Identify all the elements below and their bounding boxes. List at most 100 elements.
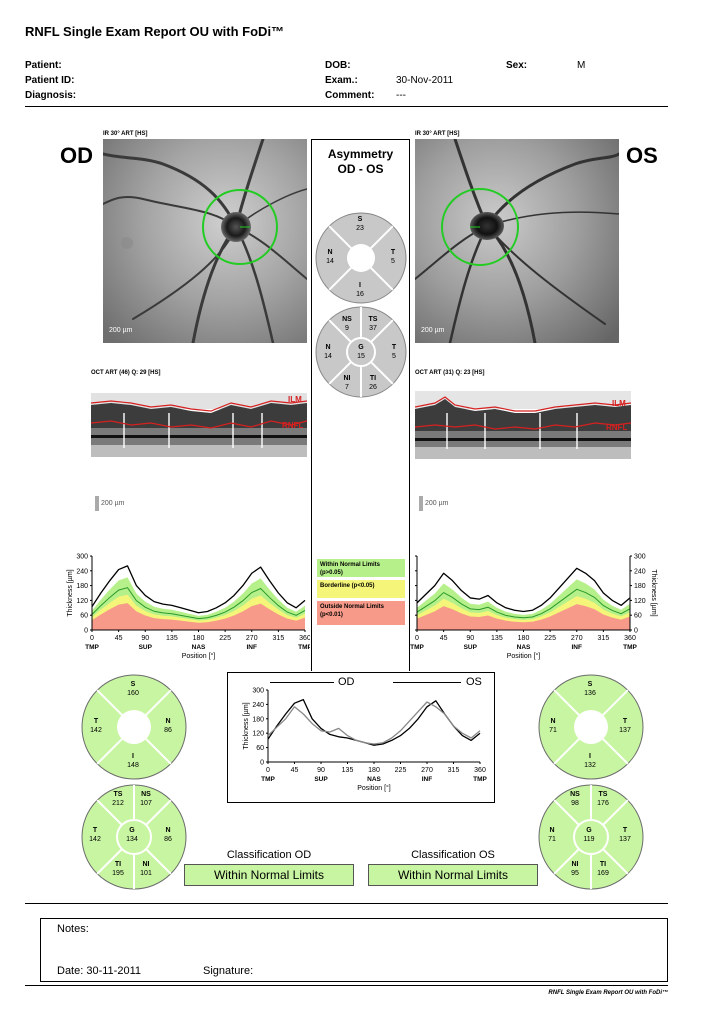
os-sector-t: T 137	[619, 718, 631, 734]
od-thickness-chart: 0 60 120 180 240 300 0 45 90 135 180 225 270 315 360 TM…	[67, 554, 310, 661]
x-axis-label: Position [°]	[357, 784, 391, 792]
os-oct-scale-label: 200 µm	[425, 500, 449, 507]
od-scale-label: 200 µm	[109, 327, 133, 334]
x-tick-label: 315	[448, 767, 460, 774]
comment-value: ---	[396, 90, 406, 101]
od-os-comparison-chart: 0 60 120 180 240 300 0 45 90 135 180 225 270 315 360 TM…	[243, 688, 488, 793]
os-sector-gt: T 137	[619, 827, 631, 843]
od-os-comparison-box	[227, 672, 495, 803]
y-tick-label: 0	[84, 628, 88, 635]
asym-i: I 16	[356, 282, 364, 298]
outside-band	[92, 603, 305, 630]
y-tick-label: 180	[252, 716, 264, 723]
x-tick-label: 270	[571, 635, 583, 642]
od-sector-chart-4	[81, 674, 187, 780]
normal-mean-line	[91, 587, 306, 620]
asym-ti: TI 26	[369, 375, 377, 391]
od-oct-label: OCT ART (46) Q: 29 [HS]	[91, 370, 161, 376]
od-sector-ns: NS 107	[140, 791, 152, 807]
region-label: TMP	[261, 776, 275, 783]
mini-os-line	[393, 682, 461, 683]
y-tick-label: 180	[76, 583, 88, 590]
asymmetry-title-line2: OD - OS	[337, 162, 384, 176]
x-tick-label: 135	[166, 635, 178, 642]
od-sector-ti: TI 195	[112, 861, 124, 877]
mini-od-line	[270, 682, 334, 683]
y-tick-label-right: 0	[634, 628, 638, 635]
os-sector-s: S 136	[584, 681, 596, 697]
x-tick-label: 180	[368, 767, 380, 774]
header-divider	[25, 106, 668, 107]
od-sector-i: I 148	[127, 753, 139, 769]
region-label: SUP	[314, 776, 328, 783]
notes-box[interactable]	[40, 918, 668, 982]
legend-outside-normal: Outside Normal Limits (p<0.01)	[317, 601, 405, 625]
x-tick-label: 360	[474, 767, 486, 774]
asym-ts: TS 37	[368, 316, 378, 332]
x-tick-label: 45	[440, 635, 448, 642]
os-sector-chart-g	[538, 784, 644, 890]
od-sector-gn: N 86	[164, 827, 172, 843]
x-tick-label: 225	[219, 635, 231, 642]
od-sector-t: T 142	[90, 718, 102, 734]
region-label: INF	[247, 644, 258, 651]
region-label: NAS	[367, 776, 381, 783]
mini-os-label: OS	[466, 676, 482, 688]
y-tick-label: 0	[260, 760, 264, 767]
diagnosis-label: Diagnosis:	[25, 90, 77, 101]
y-axis-label: Thickness [µm]	[67, 569, 74, 616]
region-label: SUP	[464, 644, 478, 651]
asymmetry-title: Asymmetry OD - OS	[311, 147, 410, 177]
x-tick-label: 180	[518, 635, 530, 642]
exam-value: 30-Nov-2011	[396, 75, 454, 86]
x-tick-label: 315	[273, 635, 285, 642]
x-tick-label: 90	[466, 635, 474, 642]
region-label: TMP	[473, 776, 487, 783]
normal-mean-line	[416, 588, 631, 619]
bottom-divider	[25, 903, 668, 904]
x-axis-label: Position [°]	[182, 652, 216, 660]
os-sector-gn: N 71	[548, 827, 556, 843]
legend-borderline: Borderline (p<0.05)	[317, 580, 405, 598]
os-scale-label: 200 µm	[421, 327, 445, 334]
y-tick-label-right: 240	[634, 568, 646, 575]
y-tick-label: 300	[252, 688, 264, 695]
os-oct-scan: ILM RNFL 200 µm	[415, 383, 631, 513]
mini-od-label: OD	[338, 676, 355, 688]
y-tick-label: 300	[76, 554, 88, 561]
y-tick-label-right: 180	[634, 583, 646, 590]
x-tick-label: 360	[624, 635, 636, 642]
od-ir-label: IR 30° ART [HS]	[103, 131, 148, 137]
notes-label: Notes:	[57, 923, 89, 935]
x-tick-label: 45	[115, 635, 123, 642]
exam-label: Exam.:	[325, 75, 358, 86]
os-sector-i: I 132	[584, 753, 596, 769]
od-classification-title: Classification OD	[226, 849, 312, 861]
legend-within-normal: Within Normal Limits (p>0.05)	[317, 559, 405, 577]
os-classification-value: Within Normal Limits	[368, 864, 538, 886]
x-tick-label: 360	[299, 635, 310, 642]
od-sector-chart-g	[81, 784, 187, 890]
y-tick-label: 60	[80, 613, 88, 620]
region-label: INF	[572, 644, 583, 651]
x-tick-label: 135	[342, 767, 354, 774]
footer-title: RNFL Single Exam Report OU with FoDi™	[548, 990, 668, 996]
sex-label: Sex:	[506, 60, 528, 71]
y-axis-label: Thickness [µm]	[243, 702, 250, 749]
y-tick-label-right: 300	[634, 554, 646, 561]
y-axis-label-right: Thickness [µm]	[650, 569, 657, 616]
od-fundus-image: 200 µm	[103, 139, 307, 343]
asymmetry-title-line1: Asymmetry	[327, 147, 394, 161]
x-tick-label: 225	[395, 767, 407, 774]
od-eye-label: OD	[60, 143, 93, 168]
x-tick-label: 270	[421, 767, 433, 774]
x-tick-label: 90	[141, 635, 149, 642]
od-sector-ts: TS 212	[112, 791, 124, 807]
x-tick-label: 135	[491, 635, 503, 642]
y-tick-label: 240	[252, 702, 264, 709]
od-sector-ni: NI 101	[140, 861, 152, 877]
patient-id-label: Patient ID:	[25, 75, 75, 86]
asym-gn: N 14	[324, 344, 332, 360]
